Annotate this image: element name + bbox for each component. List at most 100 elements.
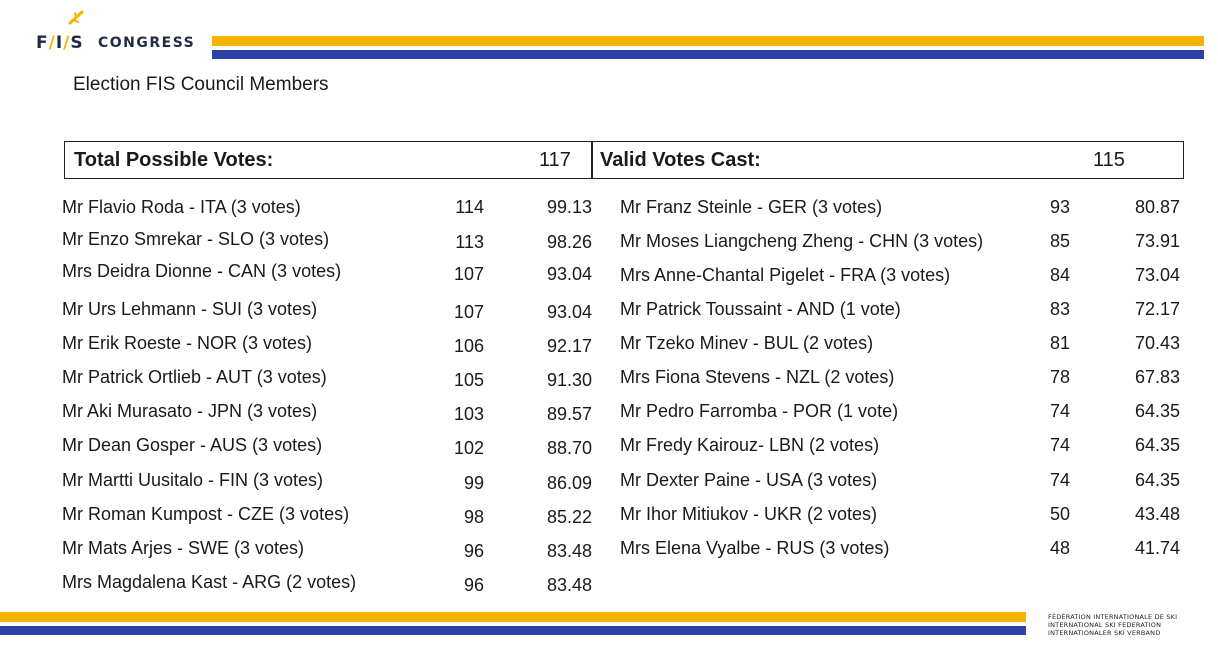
candidate-percentage: 88.70 — [546, 438, 592, 458]
candidate-name: Mr Mats Arjes - SWE (3 votes) — [62, 538, 305, 558]
candidate-row: Mr Martti Uusitalo - FIN (3 votes) 99 86.0… — [62, 470, 592, 500]
candidate-row: Mr Ihor Mitiukov - UKR (2 votes) 50 43.48 — [620, 504, 1180, 534]
candidate-percentage: 41.74 — [1134, 538, 1180, 558]
candidate-percentage: 86.09 — [546, 473, 592, 493]
candidate-votes: 48 — [1049, 538, 1070, 558]
candidate-name: Mr Patrick Ortlieb - AUT (3 votes) — [62, 367, 327, 387]
candidate-votes: 113 — [455, 232, 484, 252]
candidate-percentage: 80.87 — [1134, 197, 1180, 217]
candidate-votes: 84 — [1049, 265, 1070, 285]
header-stripe-yellow — [212, 36, 1204, 46]
vote-summary-box: Total Possible Votes: 117 Valid Votes Ca… — [64, 141, 1184, 179]
candidate-name: Mr Moses Liangcheng Zheng - CHN (3 votes… — [620, 231, 984, 251]
total-possible-votes-value: 117 — [539, 149, 571, 171]
candidate-percentage: 43.48 — [1134, 504, 1180, 524]
valid-votes-cast-label: Valid Votes Cast: — [600, 149, 761, 171]
candidate-name: Mrs Fiona Stevens - NZL (2 votes) — [620, 367, 895, 387]
fis-wordmark: F/I/S — [36, 33, 84, 53]
candidate-percentage: 89.57 — [546, 404, 592, 424]
candidate-votes: 93 — [1049, 197, 1070, 217]
candidate-name: Mr Aki Murasato - JPN (3 votes) — [62, 401, 318, 421]
candidate-percentage: 93.04 — [546, 302, 592, 322]
candidate-name: Mr Enzo Smrekar - SLO (3 votes) — [62, 229, 330, 249]
candidate-row: Mr Fredy Kairouz- LBN (2 votes) 74 64.35 — [620, 435, 1180, 465]
candidate-row: Mrs Elena Vyalbe - RUS (3 votes) 48 41.74 — [620, 538, 1180, 568]
federation-name-en: INTERNATIONAL SKI FEDERATION — [1048, 621, 1162, 629]
candidate-row: Mr Flavio Roda - ITA (3 votes) 114 99.13 — [62, 197, 592, 227]
header: F/I/S CONGRESS — [0, 0, 1218, 70]
candidate-votes: 99 — [463, 473, 484, 493]
candidate-votes: 98 — [463, 507, 484, 527]
candidate-row: Mrs Anne-Chantal Pigelet - FRA (3 votes)… — [620, 265, 1180, 295]
candidate-name: Mrs Magdalena Kast - ARG (2 votes) — [62, 572, 357, 592]
candidate-votes: 50 — [1049, 504, 1070, 524]
candidate-name: Mr Flavio Roda - ITA (3 votes) — [62, 197, 301, 217]
candidate-name: Mr Tzeko Minev - BUL (2 votes) — [620, 333, 874, 353]
valid-votes-cast-value: 115 — [1093, 149, 1125, 171]
candidate-row: Mr Dexter Paine - USA (3 votes) 74 64.35 — [620, 470, 1180, 500]
candidate-name: Mr Patrick Toussaint - AND (1 vote) — [620, 299, 901, 319]
candidate-row: Mr Urs Lehmann - SUI (3 votes) 107 93.04 — [62, 299, 592, 329]
candidate-row: Mr Moses Liangcheng Zheng - CHN (3 votes… — [620, 231, 1180, 261]
candidate-percentage: 70.43 — [1134, 333, 1180, 353]
candidate-name: Mr Franz Steinle - GER (3 votes) — [620, 197, 883, 217]
candidate-row: Mr Mats Arjes - SWE (3 votes) 96 83.48 — [62, 538, 592, 568]
candidate-name: Mr Fredy Kairouz- LBN (2 votes) — [620, 435, 880, 455]
congress-wordmark: CONGRESS — [98, 35, 196, 51]
candidate-votes: 106 — [453, 336, 484, 356]
candidate-name: Mr Roman Kumpost - CZE (3 votes) — [62, 504, 350, 524]
candidate-row: Mr Pedro Farromba - POR (1 vote) 74 64.35 — [620, 401, 1180, 431]
candidate-row: Mrs Deidra Dionne - CAN (3 votes) 107 93.0… — [62, 261, 592, 291]
candidate-percentage: 73.04 — [1134, 265, 1180, 285]
candidate-row: Mr Erik Roeste - NOR (3 votes) 106 92.17 — [62, 333, 592, 363]
summary-divider — [591, 142, 593, 178]
candidate-percentage: 83.48 — [546, 541, 592, 561]
candidate-percentage: 67.83 — [1134, 367, 1180, 387]
candidate-votes: 102 — [453, 438, 484, 458]
candidate-name: Mr Dean Gosper - AUS (3 votes) — [62, 435, 323, 455]
candidate-name: Mr Pedro Farromba - POR (1 vote) — [620, 401, 899, 421]
candidate-votes: 85 — [1049, 231, 1070, 251]
federation-name-fr: FÉDÉRATION INTERNATIONALE DE SKI — [1048, 613, 1178, 621]
candidate-votes: 114 — [455, 197, 484, 217]
total-possible-votes-label: Total Possible Votes: — [74, 149, 274, 171]
candidate-row: Mr Patrick Toussaint - AND (1 vote) 83 72.… — [620, 299, 1180, 329]
candidate-row: Mr Enzo Smrekar - SLO (3 votes) 113 98.26 — [62, 229, 592, 259]
candidate-row: Mrs Fiona Stevens - NZL (2 votes) 78 67.83 — [620, 367, 1180, 397]
candidate-votes: 81 — [1049, 333, 1070, 353]
candidate-name: Mr Ihor Mitiukov - UKR (2 votes) — [620, 504, 878, 524]
candidate-votes: 103 — [453, 404, 484, 424]
footer-stripe-yellow — [0, 612, 1026, 622]
candidate-percentage: 83.48 — [546, 575, 592, 595]
snowflake-icon — [68, 10, 84, 25]
candidate-percentage: 93.04 — [546, 264, 592, 284]
candidate-votes: 74 — [1049, 470, 1070, 490]
candidate-percentage: 99.13 — [546, 197, 592, 217]
candidate-percentage: 72.17 — [1134, 299, 1180, 319]
candidate-name: Mrs Deidra Dionne - CAN (3 votes) — [62, 261, 342, 281]
candidate-row: Mr Patrick Ortlieb - AUT (3 votes) 105 91.… — [62, 367, 592, 397]
candidate-percentage: 85.22 — [546, 507, 592, 527]
candidate-name: Mr Urs Lehmann - SUI (3 votes) — [62, 299, 318, 319]
candidate-votes: 105 — [453, 370, 484, 390]
candidate-name: Mr Martti Uusitalo - FIN (3 votes) — [62, 470, 324, 490]
fis-congress-logo: F/I/S CONGRESS — [36, 8, 206, 62]
candidate-row: Mr Aki Murasato - JPN (3 votes) 103 89.57 — [62, 401, 592, 431]
candidate-name: Mrs Elena Vyalbe - RUS (3 votes) — [620, 538, 890, 558]
candidate-percentage: 64.35 — [1134, 435, 1180, 455]
candidate-votes: 74 — [1049, 435, 1070, 455]
header-stripe-blue — [212, 50, 1204, 59]
candidate-name: Mr Dexter Paine - USA (3 votes) — [620, 470, 878, 490]
candidate-votes: 96 — [463, 541, 484, 561]
page-title: Election FIS Council Members — [73, 74, 329, 95]
candidate-percentage: 73.91 — [1134, 231, 1180, 251]
federation-names: FÉDÉRATION INTERNATIONALE DE SKI INTERNA… — [1048, 613, 1208, 637]
candidate-row: Mrs Magdalena Kast - ARG (2 votes) 96 83.4… — [62, 572, 592, 602]
candidate-row: Mr Franz Steinle - GER (3 votes) 93 80.87 — [620, 197, 1180, 227]
candidate-percentage: 64.35 — [1134, 401, 1180, 421]
candidate-percentage: 64.35 — [1134, 470, 1180, 490]
candidate-votes: 96 — [463, 575, 484, 595]
federation-name-de: INTERNATIONALER SKI VERBAND — [1048, 629, 1161, 637]
candidate-votes: 107 — [453, 264, 484, 284]
footer-stripe-blue — [0, 626, 1026, 635]
